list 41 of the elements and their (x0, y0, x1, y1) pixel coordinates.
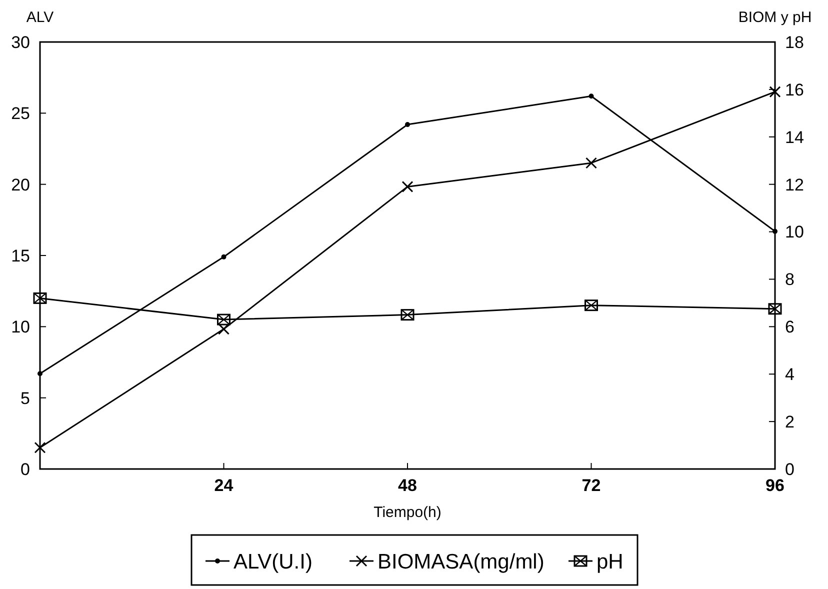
y2-tick-label: 4 (785, 365, 794, 384)
point (405, 122, 410, 128)
y2-tick-label: 6 (785, 318, 794, 337)
point (38, 371, 42, 376)
point (584, 300, 598, 312)
point (402, 180, 414, 192)
y2-tick-label: 12 (785, 175, 804, 194)
y-tick-label: 30 (11, 32, 30, 52)
y2-tick-label: 14 (785, 128, 804, 147)
y2-tick-label: 0 (785, 460, 794, 479)
y-tick-label: 15 (11, 246, 30, 266)
point (586, 157, 597, 169)
y-tick-label: 0 (20, 460, 30, 479)
y-axis-title: ALV (26, 9, 54, 26)
y-tick-label: 20 (11, 175, 30, 194)
point (218, 323, 230, 335)
y-tick-label: 5 (20, 388, 30, 408)
legend-label: ALV(U.I) (234, 550, 312, 574)
x-tick-label: 96 (766, 476, 784, 495)
y2-axis-title: BIOM y pH (738, 9, 812, 26)
y2-tick-label: 2 (785, 412, 794, 432)
point (221, 254, 226, 260)
y2-tick-label: 16 (785, 80, 804, 100)
point (772, 228, 778, 234)
x-tick-label: 48 (398, 476, 417, 495)
point (34, 442, 46, 454)
point (588, 94, 594, 99)
x-tick-label: 24 (214, 476, 234, 495)
point (768, 303, 782, 315)
legend-label: pH (596, 550, 624, 574)
y2-tick-label: 10 (785, 222, 804, 242)
point (217, 314, 230, 326)
point (33, 292, 47, 304)
y2-tick-label: 8 (785, 270, 794, 290)
y2-tick-label: 18 (785, 32, 804, 52)
y-tick-label: 25 (11, 104, 30, 124)
legend-label: BIOMASA(mg/ml) (378, 550, 544, 574)
point (400, 309, 414, 321)
x-axis-title: Tiempo(h) (374, 504, 442, 521)
x-tick-label: 72 (582, 476, 601, 495)
y-tick-label: 10 (11, 318, 30, 337)
